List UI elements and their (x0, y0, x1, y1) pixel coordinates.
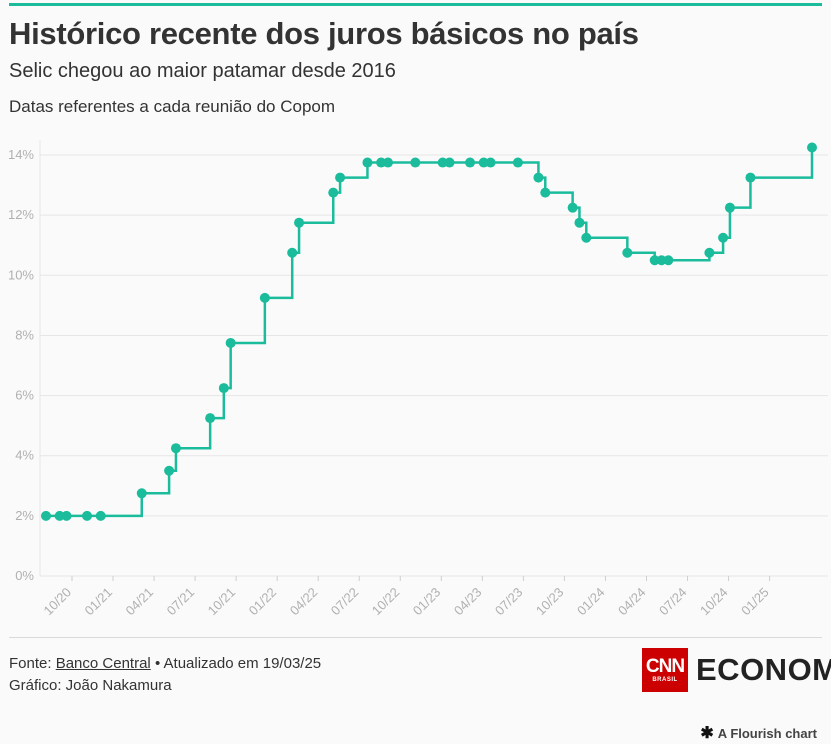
data-point[interactable] (704, 247, 715, 258)
selic-step-chart: 0% 2% 4% 6% 8% 10% 12% 14% 10/20 01/21 04/21 07/21… (8, 140, 828, 619)
x-tick-label: 01/24 (574, 585, 608, 619)
data-point[interactable] (54, 510, 65, 521)
data-point[interactable] (745, 172, 756, 183)
data-point[interactable] (718, 232, 729, 243)
y-tick-label: 0% (15, 568, 34, 583)
data-point[interactable] (567, 202, 578, 213)
top-accent-rule (9, 3, 822, 6)
source-prefix: Fonte: (9, 655, 52, 672)
selic-series-points (41, 142, 817, 521)
data-point[interactable] (95, 510, 106, 521)
economia-logo-text: ECONOMIA (696, 652, 831, 687)
data-point[interactable] (170, 443, 181, 454)
y-tick-label: 6% (15, 388, 34, 403)
data-point[interactable] (376, 157, 387, 168)
x-tick-label: 04/24 (615, 585, 649, 619)
data-point[interactable] (410, 157, 421, 168)
x-tick-label: 04/21 (123, 585, 157, 619)
data-point[interactable] (41, 510, 51, 521)
data-point[interactable] (259, 292, 270, 303)
data-point[interactable] (649, 255, 660, 266)
x-tick-label: 01/23 (410, 585, 444, 619)
x-tick-label: 04/23 (451, 585, 485, 619)
chart-title: Histórico recente dos juros básicos no p… (9, 16, 639, 51)
y-tick-label: 14% (8, 147, 34, 162)
data-point[interactable] (478, 157, 489, 168)
y-tick-label: 4% (15, 448, 34, 463)
data-point[interactable] (807, 142, 817, 153)
data-point[interactable] (574, 217, 585, 228)
updated-text: • Atualizado em 19/03/25 (154, 655, 322, 672)
credit-text: Gráfico: João Nakamura (9, 677, 172, 694)
x-tick-label: 10/21 (205, 585, 239, 619)
y-tick-label: 12% (8, 207, 34, 222)
x-tick-label: 10/24 (697, 585, 731, 619)
y-tick-label: 8% (15, 327, 34, 342)
cnn-brasil-logo: CNN BRASIL (642, 648, 688, 692)
data-point[interactable] (512, 157, 523, 168)
data-point[interactable] (82, 510, 93, 521)
data-point[interactable] (485, 157, 496, 168)
source-link[interactable]: Banco Central (55, 655, 151, 672)
data-point[interactable] (444, 157, 455, 168)
data-point[interactable] (294, 217, 305, 228)
x-tick-label: 07/21 (164, 585, 198, 619)
x-tick-label: 10/22 (369, 585, 403, 619)
data-point[interactable] (164, 465, 175, 476)
source-block: Fonte: Banco Central • Atualizado em 19/… (9, 653, 321, 697)
chart-note: Datas referentes a cada reunião do Copom (9, 97, 336, 116)
data-point[interactable] (656, 255, 667, 266)
data-point[interactable] (287, 247, 298, 258)
chart-subtitle: Selic chegou ao maior patamar desde 2016 (9, 60, 396, 82)
selic-series-line (46, 147, 814, 518)
x-tick-label: 07/23 (492, 585, 526, 619)
data-point[interactable] (61, 510, 72, 521)
data-point[interactable] (205, 413, 216, 424)
flourish-credit[interactable]: ✱ A Flourish chart (700, 723, 817, 743)
data-point[interactable] (225, 337, 236, 348)
x-tick-label: 07/22 (328, 585, 362, 619)
cnn-economia-logo[interactable]: CNN BRASIL ECONOMIA (642, 648, 831, 692)
data-point[interactable] (663, 255, 674, 266)
x-tick-label: 04/22 (287, 585, 321, 619)
x-tick-label: 10/20 (40, 585, 74, 619)
data-point[interactable] (724, 202, 735, 213)
cnn-logo-text: CNN (645, 655, 685, 677)
flourish-icon: ✱ (700, 725, 714, 742)
chart-grid (39, 140, 828, 577)
data-point[interactable] (622, 247, 633, 258)
data-point[interactable] (218, 383, 229, 394)
y-tick-label: 10% (8, 267, 34, 282)
x-tick-label: 10/23 (533, 585, 567, 619)
data-point[interactable] (328, 187, 339, 198)
x-tick-label: 07/24 (656, 585, 690, 619)
data-point[interactable] (382, 157, 393, 168)
x-tick-label: 01/21 (82, 585, 116, 619)
brasil-logo-text: BRASIL (652, 676, 678, 683)
data-point[interactable] (136, 488, 147, 499)
footer-divider (9, 637, 822, 638)
x-axis-ticks: 10/20 01/21 04/21 07/21 10/21 01/22 04/22 07/22… (40, 576, 772, 619)
data-point[interactable] (533, 172, 544, 183)
data-point[interactable] (362, 157, 373, 168)
y-tick-label: 2% (15, 508, 34, 523)
x-tick-label: 01/25 (738, 585, 772, 619)
x-tick-label: 01/22 (246, 585, 280, 619)
data-point[interactable] (540, 187, 551, 198)
data-point[interactable] (581, 232, 592, 243)
y-axis-ticks: 0% 2% 4% 6% 8% 10% 12% 14% (8, 147, 34, 583)
data-point[interactable] (335, 172, 346, 183)
data-point[interactable] (437, 157, 448, 168)
flourish-label: A Flourish chart (717, 725, 817, 741)
data-point[interactable] (465, 157, 476, 168)
